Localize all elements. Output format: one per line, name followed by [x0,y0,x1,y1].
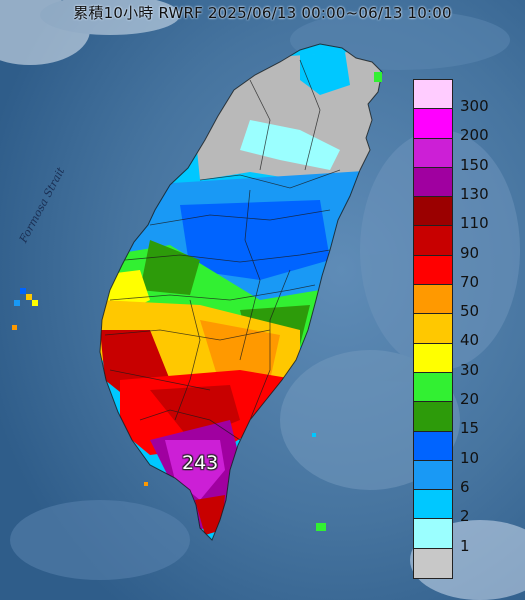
legend-swatch [414,490,452,520]
legend-swatch [414,402,452,432]
legend-swatch [414,138,452,168]
legend-label: 6 [460,477,470,496]
legend-label: 1 [460,536,470,555]
map-title: 累積10小時 RWRF 2025/06/13 00:00~06/13 10:00 [73,4,452,22]
legend-label: 110 [460,214,489,233]
legend-swatch [414,548,452,579]
legend-swatch [414,197,452,227]
legend-swatch [414,460,452,491]
legend-swatch [414,109,452,139]
legend-swatch [414,255,452,286]
color-legend [413,79,453,580]
legend-swatch [414,343,452,373]
legend-label: 40 [460,331,480,350]
legend-label: 50 [460,302,480,321]
legend-swatch [414,285,452,315]
legend-label: 30 [460,360,480,379]
offshore-echoes [12,72,382,531]
legend-label: 20 [460,390,480,408]
legend-label: 10 [460,448,480,467]
legend-label: 70 [460,272,480,291]
legend-swatch [414,372,452,403]
legend-swatch [414,431,452,461]
legend-label: 130 [460,184,489,203]
legend-label: 2 [460,507,470,526]
legend-swatch [414,80,452,110]
legend-swatch [414,314,452,344]
legend-swatch [414,226,452,256]
legend-label: 15 [460,419,480,438]
legend-label: 90 [460,243,480,262]
legend-swatch [414,519,452,549]
legend-swatch [414,167,452,198]
legend-label: 200 [460,126,489,145]
legend-label: 300 [460,97,489,115]
county-boundaries [99,43,383,541]
max-value-label: 243 [182,452,219,474]
legend-label: 150 [460,155,489,174]
